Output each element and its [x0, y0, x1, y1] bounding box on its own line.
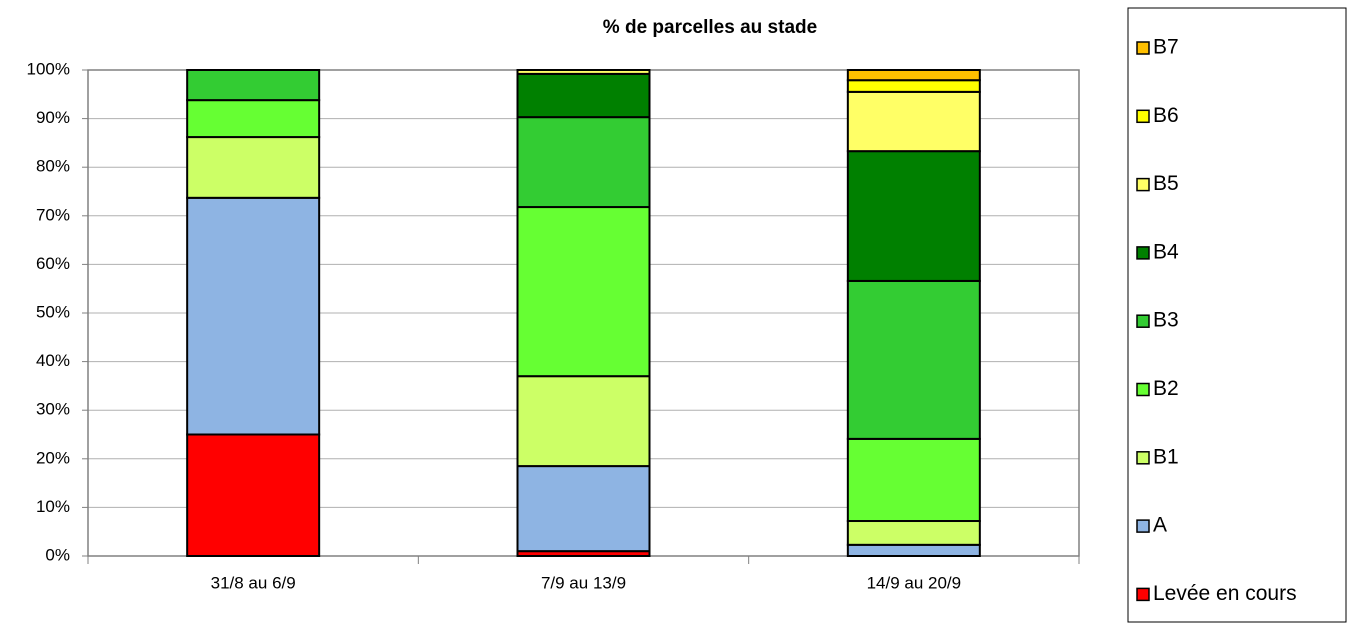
y-tick-label: 70%: [36, 205, 70, 224]
bar-segment: [186, 99, 321, 139]
legend-label: B2: [1153, 377, 1179, 400]
bar-segment: [846, 520, 981, 546]
legend-swatch: [1136, 451, 1150, 465]
legend-label: B4: [1153, 240, 1179, 263]
legend-label: Levée en cours: [1153, 582, 1297, 605]
bar-segment: [846, 90, 981, 153]
x-tick-label: 31/8 au 6/9: [211, 573, 296, 592]
bar-segment: [186, 433, 321, 557]
bar-segment: [516, 465, 651, 553]
bar-segment: [516, 116, 651, 209]
legend-swatch: [1136, 587, 1150, 602]
y-tick-label: 90%: [36, 108, 70, 127]
bar-segment: [186, 196, 321, 436]
bar-segment: [186, 69, 321, 102]
bar-segment: [846, 437, 981, 523]
x-tick-label: 14/9 au 20/9: [867, 573, 962, 592]
y-tick-label: 50%: [36, 302, 70, 321]
bar-segment: [186, 136, 321, 199]
legend-swatch: [1136, 246, 1150, 260]
y-tick-label: 10%: [36, 497, 70, 516]
y-tick-label: 30%: [36, 400, 70, 419]
legend-label: B6: [1153, 104, 1179, 127]
legend-swatch: [1136, 109, 1150, 124]
legend-swatch: [1136, 382, 1150, 397]
y-tick-label: 20%: [36, 448, 70, 467]
bar-segment: [516, 69, 651, 75]
legend-label: B5: [1153, 172, 1179, 195]
bar-segment: [846, 543, 981, 558]
x-tick-label: 7/9 au 13/9: [541, 573, 626, 592]
bar-segment: [846, 150, 981, 282]
bar-segment: [516, 375, 651, 468]
bar-segment: [846, 69, 981, 82]
legend-swatch: [1136, 314, 1150, 328]
y-tick-label: 40%: [36, 351, 70, 370]
y-tick-label: 0%: [45, 545, 70, 564]
legend-label: B1: [1153, 445, 1179, 468]
legend-label: A: [1153, 514, 1167, 537]
y-tick-label: 60%: [36, 254, 70, 273]
bar-segment: [846, 79, 981, 93]
legend-swatch: [1136, 519, 1150, 533]
legend-box: [1127, 7, 1347, 623]
legend-swatch: [1136, 177, 1150, 192]
legend-label: B7: [1153, 36, 1179, 59]
bar-segment: [516, 206, 651, 378]
chart-title: % de parcelles au stade: [603, 17, 817, 38]
legend-label: B3: [1153, 309, 1179, 332]
legend-swatch: [1136, 41, 1150, 55]
bar-segment: [846, 279, 981, 440]
y-tick-label: 100%: [27, 59, 70, 78]
y-tick-label: 80%: [36, 157, 70, 176]
bar-segment: [516, 72, 651, 119]
